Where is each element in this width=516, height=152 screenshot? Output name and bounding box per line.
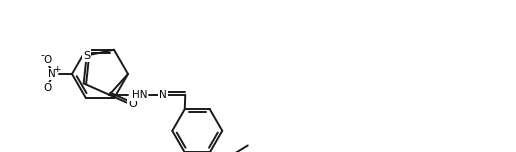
Text: S: S — [83, 51, 90, 61]
Text: N: N — [48, 69, 56, 79]
Text: N: N — [159, 90, 167, 100]
Text: -: - — [40, 50, 44, 60]
Text: +: + — [53, 64, 61, 74]
Text: O: O — [128, 99, 137, 109]
Text: HN: HN — [132, 90, 147, 100]
Text: O: O — [44, 83, 52, 93]
Text: O: O — [43, 55, 51, 65]
